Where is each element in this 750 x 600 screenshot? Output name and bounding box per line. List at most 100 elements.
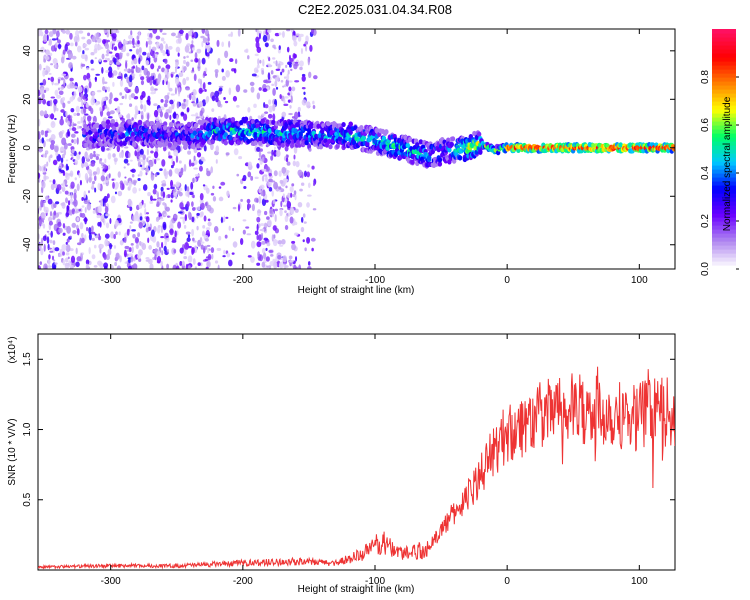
heatmap-noise-cell <box>197 206 201 211</box>
heatmap-noise-cell <box>63 149 67 156</box>
heatmap-noise-cell <box>186 55 189 59</box>
heatmap-noise-cell <box>107 248 112 256</box>
heatmap-noise-cell <box>124 86 129 92</box>
heatmap-noise-cell <box>60 56 65 64</box>
heatmap-noise-cell <box>104 233 110 239</box>
heatmap-noise-cell <box>286 46 290 53</box>
heatmap-noise-cell <box>273 261 278 269</box>
heatmap-noise-cell <box>285 64 288 68</box>
snr-ytick-label: 0.5 <box>22 492 33 506</box>
heatmap-noise-cell <box>118 113 123 118</box>
heatmap-noise-cell <box>138 155 141 159</box>
heatmap-noise-cell <box>153 183 158 190</box>
heatmap-noise-cell <box>91 35 97 43</box>
heatmap-noise-cell <box>186 201 190 208</box>
heatmap-ridge-cell <box>298 131 303 137</box>
heatmap-ridge-cell <box>121 133 126 139</box>
heatmap-noise-cell <box>74 159 79 166</box>
heatmap-noise-cell <box>203 215 207 222</box>
heatmap-noise-cell <box>44 55 50 61</box>
heatmap-noise-cell <box>131 173 135 178</box>
heatmap-noise-cell <box>187 265 191 269</box>
heatmap-noise-cell <box>65 184 68 187</box>
heatmap-noise-cell <box>76 183 80 192</box>
spectrogram-frame <box>37 28 676 270</box>
heatmap-noise-cell <box>86 39 92 45</box>
heatmap-noise-cell <box>132 257 136 262</box>
colorbar-segment <box>712 157 736 162</box>
heatmap-noise-cell <box>306 171 311 178</box>
colorbar-segment <box>712 57 736 62</box>
heatmap-noise-cell <box>41 93 45 100</box>
colorbar-segment <box>712 153 736 158</box>
heatmap-noise-cell <box>234 58 238 64</box>
heatmap-noise-cell <box>44 87 50 92</box>
heatmap-noise-cell <box>49 143 55 151</box>
heatmap-noise-cell <box>273 239 279 244</box>
heatmap-noise-cell <box>129 225 132 229</box>
heatmap-noise-cell <box>297 201 303 208</box>
heatmap-noise-cell <box>79 237 82 245</box>
heatmap-noise-cell <box>260 232 264 240</box>
heatmap-noise-cell <box>82 44 85 49</box>
snr-ytick-label: 1.0 <box>22 422 33 436</box>
snr-xtick-label: 100 <box>631 576 648 587</box>
heatmap-noise-cell <box>152 188 157 195</box>
heatmap-noise-cell <box>256 29 260 37</box>
heatmap-noise-cell <box>96 166 101 175</box>
heatmap-noise-cell <box>293 145 298 154</box>
heatmap-noise-cell <box>203 70 207 77</box>
heatmap-noise-cell <box>145 212 150 215</box>
heatmap-noise-cell <box>164 238 168 247</box>
heatmap-noise-cell <box>164 58 168 64</box>
heatmap-noise-cell <box>207 248 210 254</box>
heatmap-noise-cell <box>272 225 277 231</box>
heatmap-noise-cell <box>176 230 179 236</box>
heatmap-noise-cell <box>187 211 191 219</box>
heatmap-noise-cell <box>86 155 90 159</box>
heatmap-noise-cell <box>271 83 275 86</box>
heatmap-noise-cell <box>90 160 96 167</box>
heatmap-noise-cell <box>67 143 72 146</box>
heatmap-noise-cell <box>264 104 269 109</box>
heatmap-noise-cell <box>103 29 108 34</box>
heatmap-ridge-cell <box>348 121 353 127</box>
heatmap-noise-cell <box>139 170 143 177</box>
heatmap-noise-cell <box>175 35 181 39</box>
heatmap-noise-cell <box>134 87 140 94</box>
heatmap-noise-cell <box>170 222 174 227</box>
heatmap-ridge-cell <box>449 141 454 148</box>
heatmap-noise-cell <box>165 206 170 212</box>
heatmap-ridge-cell <box>223 140 228 146</box>
heatmap-noise-cell <box>242 219 247 222</box>
heatmap-noise-cell <box>145 216 150 223</box>
heatmap-noise-cell <box>273 146 276 150</box>
heatmap-ridge-cell <box>162 125 168 131</box>
heatmap-ridge-cell <box>147 128 152 135</box>
heatmap-noise-cell <box>104 158 107 164</box>
spectrogram-xtick-label: -300 <box>101 275 121 286</box>
heatmap-noise-cell <box>39 29 43 32</box>
heatmap-noise-cell <box>128 265 132 269</box>
heatmap-noise-cell <box>50 230 53 238</box>
heatmap-noise-cell <box>133 214 137 222</box>
heatmap-noise-cell <box>274 76 280 82</box>
heatmap-noise-cell <box>73 90 77 98</box>
heatmap-noise-cell <box>297 106 301 112</box>
heatmap-noise-cell <box>273 170 278 177</box>
heatmap-ridge-cell <box>114 121 119 128</box>
heatmap-noise-cell <box>138 30 141 37</box>
heatmap-noise-cell <box>257 251 260 258</box>
heatmap-noise-cell <box>103 81 108 85</box>
heatmap-noise-cell <box>210 166 214 174</box>
heatmap-ridge-cell <box>478 149 483 155</box>
heatmap-noise-cell <box>192 102 197 107</box>
heatmap-noise-cell <box>47 198 53 205</box>
heatmap-noise-cell <box>107 57 110 61</box>
heatmap-noise-cell <box>50 113 55 120</box>
heatmap-ridge-cell <box>407 136 413 143</box>
heatmap-noise-cell <box>152 79 157 85</box>
heatmap-noise-cell <box>285 178 289 183</box>
heatmap-noise-cell <box>210 192 215 196</box>
